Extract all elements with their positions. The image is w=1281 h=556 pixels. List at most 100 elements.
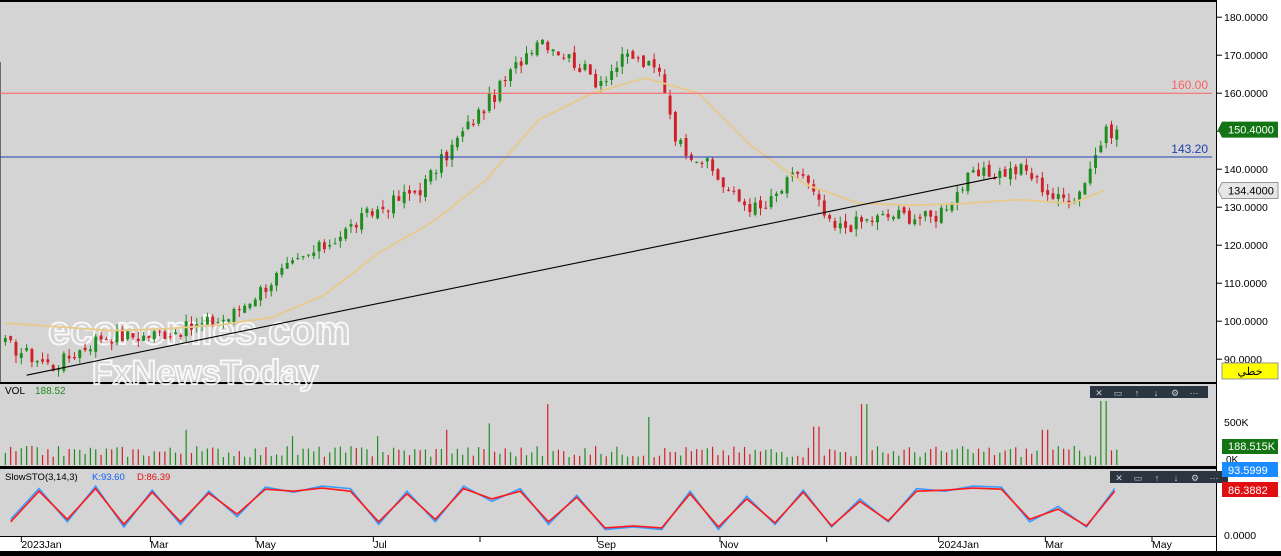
close-icon[interactable]: ✕ [1095, 388, 1103, 398]
candle-body [301, 256, 305, 258]
candle [57, 365, 60, 377]
candle [934, 210, 938, 229]
candle-body [546, 42, 550, 51]
candle [881, 210, 885, 216]
moving-average-line [5, 77, 1105, 332]
candle-body [434, 172, 438, 174]
price-tick-label: 140.0000 [1224, 164, 1268, 176]
candle [907, 207, 911, 225]
pane-toolbar[interactable]: ✕ ▭ ↑ ↓ ⚙ ⋯ [1090, 386, 1208, 398]
candle [939, 204, 943, 225]
move-down-icon[interactable]: ↓ [1154, 388, 1159, 398]
candle [482, 109, 486, 120]
candle [41, 352, 45, 365]
candle [147, 335, 151, 342]
candle-body [902, 207, 906, 214]
candle [110, 339, 114, 351]
candle-body [322, 242, 326, 250]
candle [349, 219, 353, 233]
candle-body [748, 203, 752, 213]
candle-body [227, 319, 231, 322]
candle [546, 40, 550, 54]
settings-icon[interactable]: ⚙ [1191, 473, 1199, 483]
candle [184, 314, 188, 343]
candle-body [971, 170, 975, 173]
candle [647, 60, 651, 66]
chart-type-button-label[interactable]: خطي [1238, 366, 1263, 378]
candle-body [556, 51, 560, 56]
pane-toolbar-bg [1090, 386, 1208, 398]
candle-body [498, 80, 502, 101]
candle [301, 255, 305, 260]
candle [408, 185, 411, 201]
time-axis-panel [0, 537, 1216, 551]
move-up-icon[interactable]: ↑ [1155, 473, 1160, 483]
candle-body [259, 287, 263, 301]
candle-body [344, 228, 348, 239]
candle-body [817, 194, 821, 200]
candle-body [78, 350, 82, 359]
candle [519, 57, 523, 74]
candle [221, 314, 225, 329]
candle-body [998, 171, 1002, 178]
candle [136, 331, 140, 347]
time-tick-label: May [1152, 539, 1173, 551]
pane-toolbar[interactable]: ✕ ▭ ↑ ↓ ⚙ ⋯ [1110, 471, 1228, 483]
candle [897, 205, 901, 220]
candle [381, 199, 385, 214]
candle [636, 55, 640, 63]
candle [376, 205, 380, 220]
candle-body [822, 200, 826, 216]
chart-type-button[interactable] [1221, 362, 1279, 380]
candle-body [51, 365, 55, 371]
candle-body [668, 95, 672, 115]
candle-body [1094, 154, 1097, 168]
candle [716, 167, 720, 181]
candle [977, 162, 980, 177]
candle [200, 316, 204, 332]
candle-body [604, 81, 608, 83]
candle [870, 216, 874, 226]
candle-body [1115, 129, 1119, 140]
candle [955, 185, 959, 211]
more-icon[interactable]: ⋯ [1190, 388, 1199, 398]
candle [386, 209, 390, 219]
candle [556, 51, 560, 56]
candle [780, 189, 784, 195]
candles [3, 38, 1119, 377]
volume-pane[interactable] [0, 384, 1216, 466]
candle [673, 110, 677, 146]
move-up-icon[interactable]: ↑ [1135, 388, 1140, 398]
candle [695, 161, 699, 164]
candle [572, 45, 576, 71]
candle-body [115, 330, 119, 343]
stochastic-d-line [10, 487, 1116, 529]
ma-value-label: 134.4000 [1228, 185, 1274, 197]
settings-icon[interactable]: ⚙ [1171, 388, 1179, 398]
restore-icon[interactable]: ▭ [1134, 473, 1143, 483]
stochastic-pane[interactable] [0, 469, 1216, 536]
candle-body [562, 57, 566, 59]
candle-body [540, 39, 544, 45]
candle [1083, 181, 1087, 196]
stochastic-tick-label: 0.0000 [1224, 530, 1256, 542]
candle-body [370, 211, 374, 216]
candle [269, 282, 273, 297]
candle-body [764, 207, 768, 209]
more-icon[interactable]: ⋯ [1210, 473, 1219, 483]
candle-body [338, 236, 342, 241]
price-pane[interactable] [0, 2, 1216, 382]
candle-body [296, 257, 300, 259]
restore-icon[interactable]: ▭ [1114, 388, 1123, 398]
candle [652, 53, 656, 74]
candle-body [583, 63, 587, 70]
price-axis-panel [1217, 0, 1281, 551]
candle [338, 231, 342, 248]
volume-bars [4, 401, 1118, 465]
move-down-icon[interactable]: ↓ [1174, 473, 1179, 483]
close-icon[interactable]: ✕ [1115, 473, 1123, 483]
candle-body [737, 189, 741, 202]
trendline[interactable] [26, 176, 998, 376]
candle [514, 56, 518, 74]
